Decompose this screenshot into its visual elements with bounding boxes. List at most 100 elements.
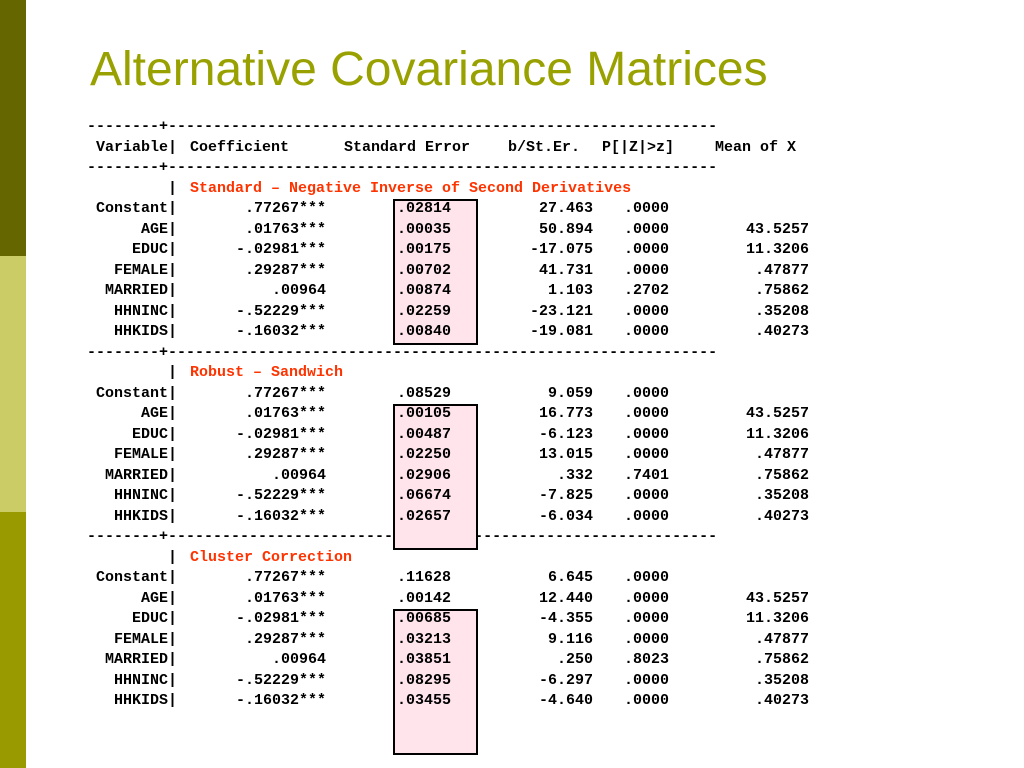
mean-x-cell: .47877 xyxy=(754,261,809,279)
mean-x-cell: .47877 xyxy=(754,630,809,648)
p-value-cell: .0000 xyxy=(624,405,670,422)
b-st-er-cell: -6.034 xyxy=(538,507,593,525)
table-row: Constant| .77267*** .02814 27.463 .0000 xyxy=(87,199,717,220)
std-error-cell: .03851 xyxy=(397,651,452,668)
p-value-cell: .2702 xyxy=(624,282,670,299)
sidebar-stripe-dark xyxy=(0,0,26,256)
mean-x-cell: .35208 xyxy=(754,671,809,689)
header-variable: Variable| xyxy=(95,138,177,156)
b-st-er-cell: -6.123 xyxy=(538,425,593,443)
std-error-cell: .02657 xyxy=(397,507,452,525)
mean-x-cell: .35208 xyxy=(754,487,809,504)
table-row: EDUC| -.02981*** .00685 -4.355 .0000 11.3206 xyxy=(87,609,809,630)
variable-cell: AGE| xyxy=(140,220,177,238)
std-error-cell: .00840 xyxy=(397,323,452,340)
section-header-row: | Standard – Negative Inverse of Second D… xyxy=(87,179,717,200)
coefficient-cell: .01763*** xyxy=(244,405,326,422)
coefficient-cell: -.02981*** xyxy=(235,241,326,258)
mean-x-cell: 11.3206 xyxy=(745,425,809,443)
b-st-er-cell: -19.081 xyxy=(529,323,593,340)
header-b-st-er: b/St.Er. xyxy=(508,138,581,156)
p-value-cell: .8023 xyxy=(624,651,670,668)
coefficient-cell: .01763*** xyxy=(244,220,326,238)
b-st-er-cell: -7.825 xyxy=(538,487,593,504)
section-label: Robust – Sandwich xyxy=(190,364,344,381)
table-row: FEMALE| .29287*** .02250 13.015 .0000 .47877 xyxy=(87,445,809,466)
mean-x-cell: .35208 xyxy=(754,302,809,320)
std-error-highlight-box xyxy=(393,404,478,550)
mean-x-cell: .75862 xyxy=(754,466,809,484)
variable-cell: MARRIED| xyxy=(104,651,177,668)
table-row: AGE| .01763*** .00142 12.440 .0000 43.5257 xyxy=(87,589,809,610)
regression-table: --------+-------------------------------… xyxy=(87,117,809,755)
table-row: HHKIDS| -.16032*** .00840 -19.081 .0000 .4027… xyxy=(87,322,809,343)
table-row: MARRIED| .00964 .00874 1.103 .2702 .75862 xyxy=(87,281,809,302)
p-value-cell: .0000 xyxy=(624,671,670,689)
table-divider: --------+-------------------------------… xyxy=(87,159,718,176)
std-error-cell: .00685 xyxy=(397,610,452,627)
sidebar-stripe-light xyxy=(0,256,26,512)
mean-x-cell: 43.5257 xyxy=(745,405,809,422)
variable-cell: EDUC| xyxy=(131,610,177,627)
std-error-cell: .00105 xyxy=(397,405,452,422)
std-error-cell: .02259 xyxy=(397,302,452,320)
table-row: FEMALE| .29287*** .03213 9.116 .0000 .47877 xyxy=(87,630,809,651)
table-row: FEMALE| .29287*** .00702 41.731 .0000 .47877 xyxy=(87,261,809,282)
variable-cell: FEMALE| xyxy=(113,630,177,648)
b-st-er-cell: 27.463 xyxy=(538,200,593,217)
p-value-cell: .0000 xyxy=(624,261,670,279)
slide-title: Alternative Covariance Matrices xyxy=(90,43,768,96)
p-value-cell: .0000 xyxy=(624,302,670,320)
table-row: HHNINC| -.52229*** .06674 -7.825 .0000 .35208 xyxy=(87,486,809,507)
b-st-er-cell: -6.297 xyxy=(538,671,593,689)
variable-cell: HHNINC| xyxy=(113,487,177,504)
table-header-row: Variable| Coefficient Standard Error b/S… xyxy=(87,138,796,159)
variable-cell: HHKIDS| xyxy=(113,692,177,709)
variable-cell: FEMALE| xyxy=(113,446,177,463)
std-error-cell: .00874 xyxy=(397,282,452,299)
b-st-er-cell: 41.731 xyxy=(538,261,593,279)
p-value-cell: .0000 xyxy=(624,446,670,463)
std-error-cell: .03455 xyxy=(397,692,452,709)
section-bar: | xyxy=(167,548,177,566)
coefficient-cell: .77267*** xyxy=(244,569,326,586)
coefficient-cell: -.02981*** xyxy=(235,425,326,443)
coefficient-cell: .77267*** xyxy=(244,200,326,217)
b-st-er-cell: 50.894 xyxy=(538,220,593,238)
std-error-cell: .02250 xyxy=(397,446,452,463)
coefficient-cell: .01763*** xyxy=(244,589,326,607)
header-std-error: Standard Error xyxy=(344,138,471,156)
b-st-er-cell: 16.773 xyxy=(538,405,593,422)
b-st-er-cell: -17.075 xyxy=(529,241,593,258)
coefficient-cell: .77267*** xyxy=(244,384,326,402)
mean-x-cell: .75862 xyxy=(754,282,809,299)
mean-x-cell: 11.3206 xyxy=(745,610,809,627)
section-bar: | xyxy=(167,364,177,381)
section-label: Standard – Negative Inverse of Second De… xyxy=(190,179,632,197)
mean-x-cell: 43.5257 xyxy=(745,220,809,238)
std-error-cell: .00487 xyxy=(397,425,452,443)
header-p-value: P[|Z|>z] xyxy=(602,138,675,156)
p-value-cell: .0000 xyxy=(624,589,670,607)
mean-x-cell: .40273 xyxy=(754,507,809,525)
std-error-cell: .00035 xyxy=(397,220,452,238)
b-st-er-cell: 1.103 xyxy=(547,282,593,299)
variable-cell: AGE| xyxy=(140,405,177,422)
header-mean-x: Mean of X xyxy=(715,138,797,156)
p-value-cell: .0000 xyxy=(624,241,670,258)
std-error-cell: .00142 xyxy=(397,589,452,607)
variable-cell: MARRIED| xyxy=(104,466,177,484)
coefficient-cell: -.52229*** xyxy=(235,671,326,689)
variable-cell: Constant| xyxy=(95,200,177,217)
coefficient-cell: -.16032*** xyxy=(235,692,326,709)
section-label: Cluster Correction xyxy=(190,548,353,566)
table-row: EDUC| -.02981*** .00175 -17.075 .0000 11.3206 xyxy=(87,240,809,261)
b-st-er-cell: -4.355 xyxy=(538,610,593,627)
variable-cell: Constant| xyxy=(95,384,177,402)
b-st-er-cell: -23.121 xyxy=(529,302,593,320)
b-st-er-cell: .332 xyxy=(556,466,593,484)
table-row: MARRIED| .00964 .02906 .332 .7401 .75862 xyxy=(87,466,809,487)
p-value-cell: .0000 xyxy=(624,610,670,627)
p-value-cell: .0000 xyxy=(624,569,670,586)
coefficient-cell: -.02981*** xyxy=(235,610,326,627)
